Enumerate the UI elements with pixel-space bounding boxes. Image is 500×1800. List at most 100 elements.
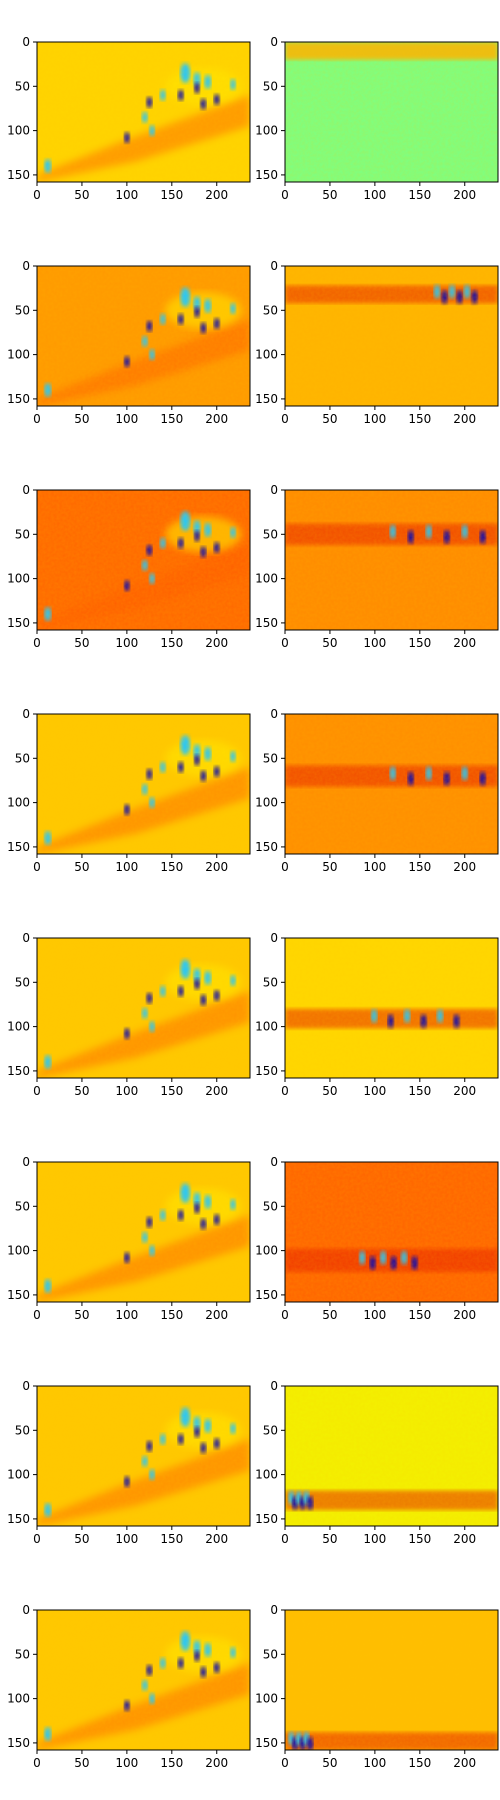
y-tick-label: 50 (15, 975, 30, 989)
heatmap-image (37, 1610, 250, 1750)
y-tick-label: 150 (255, 1736, 278, 1750)
axes-frame (36, 1385, 251, 1527)
heatmap-panel: 0 50 100 150 200 0 50 100 150 (255, 259, 499, 426)
x-tick-label: 50 (74, 188, 89, 202)
heatmap-panel: 0 50 100 150 200 0 50 100 150 (7, 1379, 251, 1546)
heatmap-texture (285, 714, 498, 854)
heatmap-panel: 0 50 100 150 200 0 50 100 150 (7, 707, 251, 874)
heatmap-panel: 0 50 100 150 200 0 50 100 150 (7, 35, 251, 202)
y-tick-label: 50 (15, 79, 30, 93)
x-tick-label: 200 (205, 1532, 228, 1546)
x-tick-label: 50 (322, 412, 337, 426)
axes-frame (36, 1609, 251, 1751)
y-tick-label: 150 (7, 1288, 30, 1302)
heatmap-panel: 0 50 100 150 200 0 50 100 150 (7, 483, 251, 650)
heatmap-texture (285, 1162, 498, 1302)
y-tick-label: 100 (255, 1468, 278, 1482)
y-tick-label: 0 (22, 707, 30, 721)
heatmap-image (285, 1386, 498, 1526)
x-tick-label: 150 (160, 636, 183, 650)
axes-frame (36, 265, 251, 407)
y-tick-label: 0 (270, 707, 278, 721)
y-tick-label: 50 (15, 527, 30, 541)
x-tick-label: 50 (74, 1308, 89, 1322)
heatmap-image (37, 1386, 250, 1526)
x-tick-label: 50 (322, 1756, 337, 1770)
x-tick-label: 0 (281, 412, 289, 426)
y-tick-label: 50 (263, 1423, 278, 1437)
y-tick-label: 100 (7, 1020, 30, 1034)
heatmap-panel: 0 50 100 150 200 0 50 100 150 (7, 931, 251, 1098)
x-tick-label: 200 (453, 412, 476, 426)
y-tick-label: 100 (7, 1244, 30, 1258)
y-tick-label: 0 (270, 259, 278, 273)
heatmap-texture (285, 938, 498, 1078)
axes-frame (284, 1161, 499, 1303)
heatmap-texture (37, 1610, 250, 1750)
y-tick-label: 0 (270, 931, 278, 945)
heatmap-panel: 0 50 100 150 200 0 50 100 150 (255, 483, 499, 650)
y-tick-label: 100 (7, 124, 30, 138)
x-tick-label: 0 (281, 1084, 289, 1098)
heatmap-image (285, 714, 498, 854)
x-tick-label: 200 (205, 1084, 228, 1098)
x-tick-label: 50 (322, 1084, 337, 1098)
heatmap-image (285, 938, 498, 1078)
x-tick-label: 150 (160, 1756, 183, 1770)
x-tick-label: 200 (453, 188, 476, 202)
x-tick-label: 50 (74, 636, 89, 650)
x-tick-label: 50 (322, 1532, 337, 1546)
x-tick-label: 0 (281, 1308, 289, 1322)
y-tick-label: 100 (255, 348, 278, 362)
heatmap-image (37, 490, 250, 630)
y-tick-label: 100 (255, 1020, 278, 1034)
y-tick-label: 100 (7, 1692, 30, 1706)
x-tick-label: 200 (205, 1308, 228, 1322)
heatmap-image (37, 266, 250, 406)
axes-frame (284, 489, 499, 631)
x-tick-label: 150 (408, 860, 431, 874)
axes-frame (36, 713, 251, 855)
y-tick-label: 150 (7, 840, 30, 854)
y-tick-label: 0 (22, 483, 30, 497)
y-tick-label: 100 (7, 572, 30, 586)
x-tick-label: 150 (160, 412, 183, 426)
x-tick-label: 0 (33, 1308, 41, 1322)
heatmap-image (37, 42, 250, 182)
y-tick-label: 0 (22, 1603, 30, 1617)
x-tick-label: 100 (115, 1084, 138, 1098)
y-tick-label: 0 (22, 35, 30, 49)
heatmap-panel: 0 50 100 150 200 0 50 100 150 (255, 35, 499, 202)
x-tick-label: 0 (33, 412, 41, 426)
heatmap-image (285, 1610, 498, 1750)
x-tick-label: 100 (115, 1532, 138, 1546)
x-tick-label: 0 (33, 1532, 41, 1546)
y-tick-label: 150 (255, 1288, 278, 1302)
y-tick-label: 0 (270, 1379, 278, 1393)
x-tick-label: 200 (205, 412, 228, 426)
axes-frame (284, 41, 499, 183)
x-tick-label: 150 (408, 412, 431, 426)
x-tick-label: 200 (205, 1756, 228, 1770)
y-tick-label: 0 (270, 1603, 278, 1617)
x-tick-label: 50 (322, 188, 337, 202)
y-tick-label: 50 (263, 975, 278, 989)
heatmap-panel: 0 50 100 150 200 0 50 100 150 (7, 1603, 251, 1770)
x-tick-label: 0 (281, 1532, 289, 1546)
x-tick-label: 0 (281, 636, 289, 650)
heatmap-image (285, 42, 498, 182)
y-tick-label: 150 (7, 1512, 30, 1526)
x-tick-label: 0 (33, 1084, 41, 1098)
x-tick-label: 50 (74, 860, 89, 874)
heatmap-panel: 0 50 100 150 200 0 50 100 150 (255, 1155, 499, 1322)
heatmap-panel: 0 50 100 150 200 0 50 100 150 (255, 1603, 499, 1770)
x-tick-label: 0 (33, 188, 41, 202)
x-tick-label: 0 (281, 188, 289, 202)
x-tick-label: 200 (453, 1756, 476, 1770)
y-tick-label: 100 (255, 572, 278, 586)
x-tick-label: 200 (453, 636, 476, 650)
heatmap-panel: 0 50 100 150 200 0 50 100 150 (7, 1155, 251, 1322)
y-tick-label: 150 (255, 168, 278, 182)
x-tick-label: 200 (453, 1084, 476, 1098)
